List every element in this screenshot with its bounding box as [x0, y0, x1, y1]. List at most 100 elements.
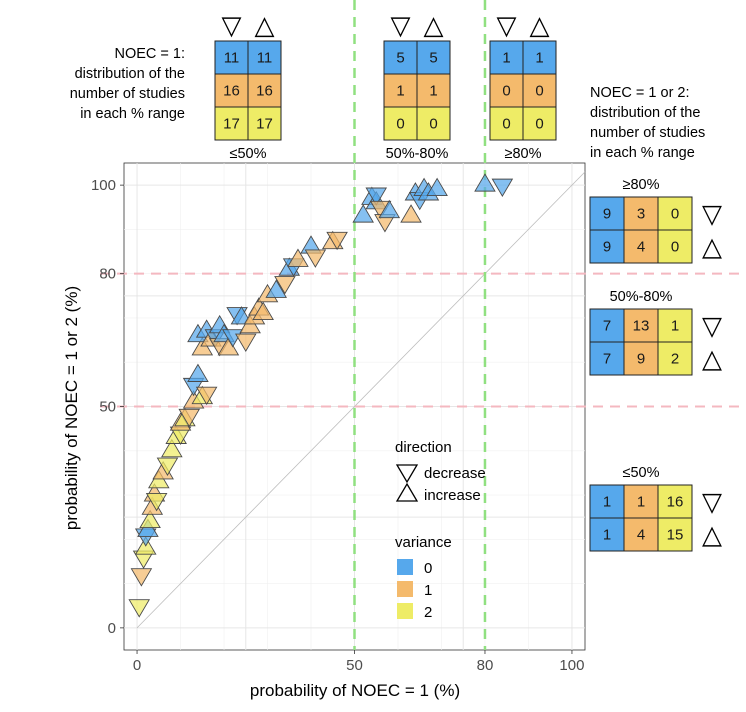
point-decrease-variance-2 [128, 599, 151, 618]
top-note-line-1: NOEC = 1: [114, 46, 185, 62]
point-decrease-variance-1 [326, 231, 348, 251]
legend-decrease-label: decrease [424, 465, 486, 482]
top-cell-value: 16 [256, 83, 273, 100]
right-table-1: 50%-80% 7 13 1 ▽ 7 9 2 △ [589, 289, 722, 376]
right-cell-value: 15 [667, 527, 684, 544]
y-tick-label: 50 [99, 399, 116, 416]
right-cell-value: 1 [671, 318, 679, 335]
top-table-2: ▽ △ 1 1 0 0 0 0 ≥80% [489, 11, 557, 162]
identity-line [136, 171, 586, 629]
top-cell-value: 0 [429, 116, 437, 133]
top-cell-value: 1 [502, 50, 510, 67]
point-increase-variance-0 [378, 199, 401, 219]
legend-variance-2-key [397, 603, 413, 619]
top-table-0: ▽ △ 11 11 16 16 17 17 ≤50% [214, 11, 282, 162]
top-note-line-2: distribution of the [75, 66, 185, 82]
top-cell-value: 0 [502, 83, 510, 100]
top-cell-value: 0 [502, 116, 510, 133]
y-tick-label: 100 [91, 177, 116, 194]
point-decrease-variance-0 [491, 178, 514, 198]
legend-variance-1-key [397, 581, 413, 597]
point-decrease-variance-1 [304, 249, 327, 268]
top-header-glyph: △ [255, 11, 275, 41]
point-decrease-variance-1 [195, 386, 218, 406]
right-cell [657, 341, 693, 376]
legend-variance-title: variance [395, 534, 452, 551]
top-summary: NOEC = 1: distribution of the number of … [70, 11, 557, 162]
legend-decrease-symbol [395, 464, 419, 484]
top-note-line-3: number of studies [70, 86, 185, 102]
y-tick-label: 80 [99, 266, 116, 283]
top-cell-value: 5 [429, 50, 437, 67]
point-increase-variance-0 [230, 306, 253, 325]
point-increase-variance-2 [139, 509, 161, 529]
top-cell-value: 11 [224, 50, 240, 67]
y-axis-title: probability of NOEC = 1 or 2 (%) [62, 286, 81, 530]
point-decrease-variance-2 [145, 493, 168, 512]
right-cell-value: 9 [603, 239, 611, 256]
top-cell [522, 106, 557, 141]
right-cell [589, 196, 625, 231]
right-cell [657, 517, 693, 552]
y-axis-ticks: 0 50 80 100 [91, 177, 124, 637]
top-table-label: ≥80% [505, 146, 542, 162]
x-axis-title: probability of NOEC = 1 (%) [250, 681, 460, 700]
x-tick-label: 50 [346, 657, 363, 674]
top-table-label: ≤50% [230, 146, 267, 162]
top-cell [489, 106, 524, 141]
right-summary-tables: ≥80% 9 3 0 ▽ 9 4 0 △ 50%-80% 7 13 1 ▽ 7 9 2 △ ≤50% 1 1 16 ▽ 1 4 1… [589, 177, 722, 552]
point-decrease-variance-1 [274, 276, 296, 295]
right-table-label: ≥80% [623, 177, 660, 193]
top-header-glyph: ▽ [222, 11, 242, 41]
top-cell-value: 1 [396, 83, 404, 100]
top-cell [214, 40, 249, 75]
right-cell-value: 7 [603, 351, 611, 368]
right-note-line-3: number of studies [590, 125, 705, 141]
point-increase-variance-2 [161, 438, 183, 458]
top-cell-value: 0 [535, 116, 543, 133]
x-tick-label: 100 [559, 657, 584, 674]
point-increase-variance-0 [187, 363, 209, 382]
top-cell-value: 16 [223, 83, 240, 100]
top-cell [383, 40, 418, 75]
point-increase-variance-1 [287, 248, 309, 267]
top-cell [247, 40, 282, 75]
legend-variance-0-key [397, 559, 413, 575]
right-direction-glyph: ▽ [702, 488, 722, 518]
right-direction-glyph: △ [702, 233, 722, 263]
point-decrease-variance-1 [234, 333, 257, 352]
right-cell-value: 4 [637, 239, 645, 256]
top-table-label: 50%-80% [386, 146, 449, 162]
top-cell [247, 106, 282, 141]
top-cell-value: 1 [429, 83, 437, 100]
top-header-glyph: ▽ [497, 11, 517, 41]
right-cell [657, 484, 693, 519]
x-tick-label: 80 [477, 657, 494, 674]
right-cell-value: 1 [637, 494, 645, 511]
top-cell [383, 73, 418, 108]
right-cell-value: 3 [637, 206, 645, 223]
top-cell-value: 0 [535, 83, 543, 100]
point-increase-variance-0 [352, 204, 374, 223]
top-cell [522, 40, 557, 75]
right-cell-value: 9 [637, 351, 645, 368]
point-increase-variance-0 [426, 177, 448, 197]
right-table-label: ≤50% [623, 465, 660, 481]
point-decrease-variance-1 [130, 568, 153, 587]
right-cell-value: 1 [603, 527, 611, 544]
point-decrease-variance-1 [178, 408, 201, 428]
legend-increase-symbol [395, 482, 419, 502]
top-header-glyph: △ [424, 11, 444, 41]
right-cell-value: 2 [671, 351, 679, 368]
top-cell-value: 11 [257, 50, 273, 67]
y-tick-label: 0 [108, 620, 116, 637]
right-note-line-4: in each % range [590, 145, 695, 161]
top-cell-value: 0 [396, 116, 404, 133]
right-cell-value: 0 [671, 239, 679, 256]
point-decrease-variance-0 [365, 187, 388, 206]
right-table-label: 50%-80% [610, 289, 673, 305]
right-direction-glyph: ▽ [702, 312, 722, 342]
right-direction-glyph: △ [702, 521, 722, 551]
right-table-0: ≥80% 9 3 0 ▽ 9 4 0 △ [589, 177, 722, 264]
